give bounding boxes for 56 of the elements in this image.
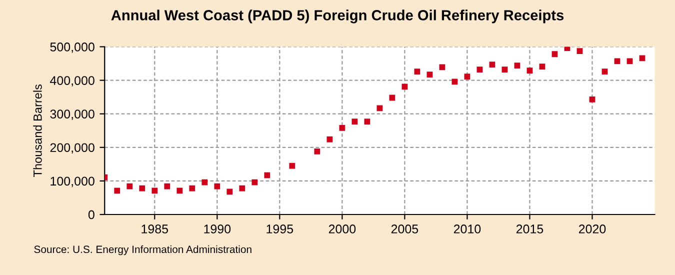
point <box>239 185 246 192</box>
y-tick-label: 200,000 <box>50 143 94 154</box>
x-tick-label: 2000 <box>328 224 356 234</box>
point <box>289 162 296 169</box>
point <box>314 148 320 154</box>
point <box>126 183 133 190</box>
point <box>202 179 208 186</box>
point <box>489 62 496 68</box>
point <box>576 48 583 54</box>
point <box>114 188 120 194</box>
point <box>139 185 146 192</box>
x-tick-label: 2015 <box>516 224 544 234</box>
point <box>464 74 470 80</box>
point <box>414 68 420 75</box>
x-tick-label: 2005 <box>391 224 418 234</box>
point <box>226 188 233 195</box>
y-tick-label: 300,000 <box>50 110 94 120</box>
point <box>514 62 520 68</box>
y-axis-title: Thousand Barrels <box>33 84 42 177</box>
point <box>402 84 408 90</box>
point <box>252 179 258 186</box>
point <box>452 78 458 85</box>
point <box>626 58 633 64</box>
x-tick-label: 2020 <box>578 224 606 234</box>
point <box>614 58 620 64</box>
point <box>476 66 483 73</box>
point <box>189 185 196 192</box>
x-tick-label: 1985 <box>142 224 168 234</box>
point <box>164 183 170 190</box>
point <box>352 118 358 125</box>
x-tick-label: 1995 <box>266 224 294 234</box>
point <box>214 183 220 190</box>
point <box>389 94 396 101</box>
point <box>326 136 333 142</box>
point <box>502 66 508 73</box>
point <box>639 55 646 62</box>
point <box>602 68 608 75</box>
point <box>152 188 158 194</box>
source-note: Source: U.S. Energy Information Administration <box>34 245 252 256</box>
point <box>539 64 546 70</box>
point <box>426 72 433 78</box>
point <box>176 188 183 194</box>
point <box>589 96 596 102</box>
point <box>339 124 346 131</box>
x-tick-label: 2010 <box>454 224 481 234</box>
point <box>376 105 383 112</box>
point <box>364 118 370 125</box>
y-tick-label: 100,000 <box>50 176 94 188</box>
point <box>264 172 270 178</box>
point <box>526 68 533 74</box>
y-tick-label: 0 <box>88 210 94 220</box>
point <box>552 51 558 58</box>
y-tick-label: 500,000 <box>50 42 94 53</box>
y-tick-label: 400,000 <box>50 76 94 86</box>
chart-title: Annual West Coast (PADD 5) Foreign Crude Oil Refinery Receipts <box>111 10 564 24</box>
x-tick-label: 1990 <box>204 224 231 234</box>
